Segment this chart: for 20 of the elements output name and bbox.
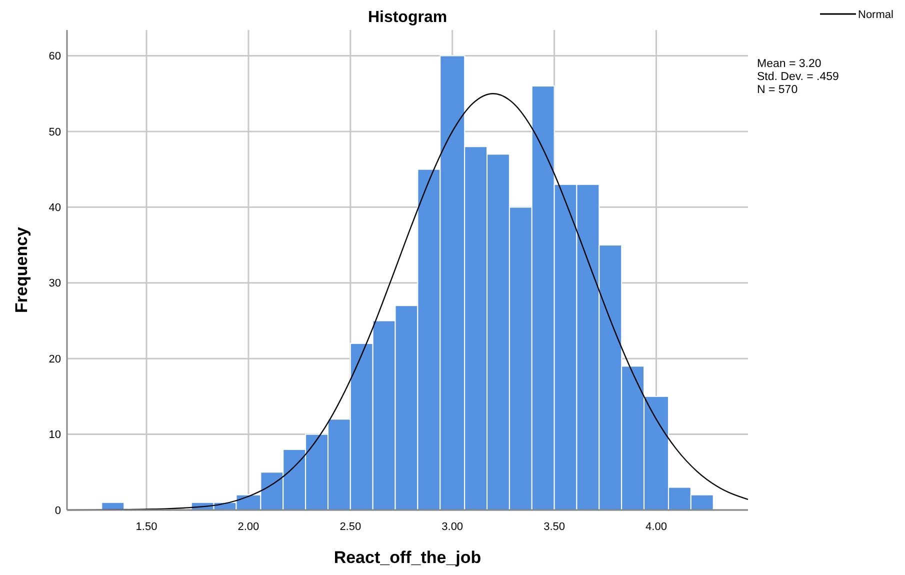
x-tick-label: 1.50 [136, 520, 158, 533]
y-tick-label: 0 [54, 504, 61, 517]
x-axis-title: React_off_the_job [334, 548, 482, 567]
x-tick-label: 3.00 [442, 520, 464, 533]
text: Mean = 3.20 [757, 58, 822, 70]
y-tick-label: 50 [48, 126, 61, 138]
x-tick-label: 4.00 [646, 520, 667, 533]
x-tick-label: 2.00 [238, 520, 260, 533]
chart-title: Histogram [368, 9, 448, 26]
y-tick-label: 30 [48, 278, 61, 290]
x-tick-label: 3.50 [544, 520, 566, 533]
y-tick-label: 20 [48, 353, 61, 366]
y-tick-label: 10 [48, 429, 61, 442]
text: N = 570 [757, 84, 798, 96]
y-tick-label: 60 [48, 50, 61, 63]
legend-label: Normal [858, 8, 894, 21]
text: Std. Dev. = .459 [757, 71, 839, 83]
y-tick-label: 40 [48, 202, 61, 214]
x-tick-label: 2.50 [340, 520, 362, 533]
y-axis-title: Frequency [12, 226, 31, 313]
